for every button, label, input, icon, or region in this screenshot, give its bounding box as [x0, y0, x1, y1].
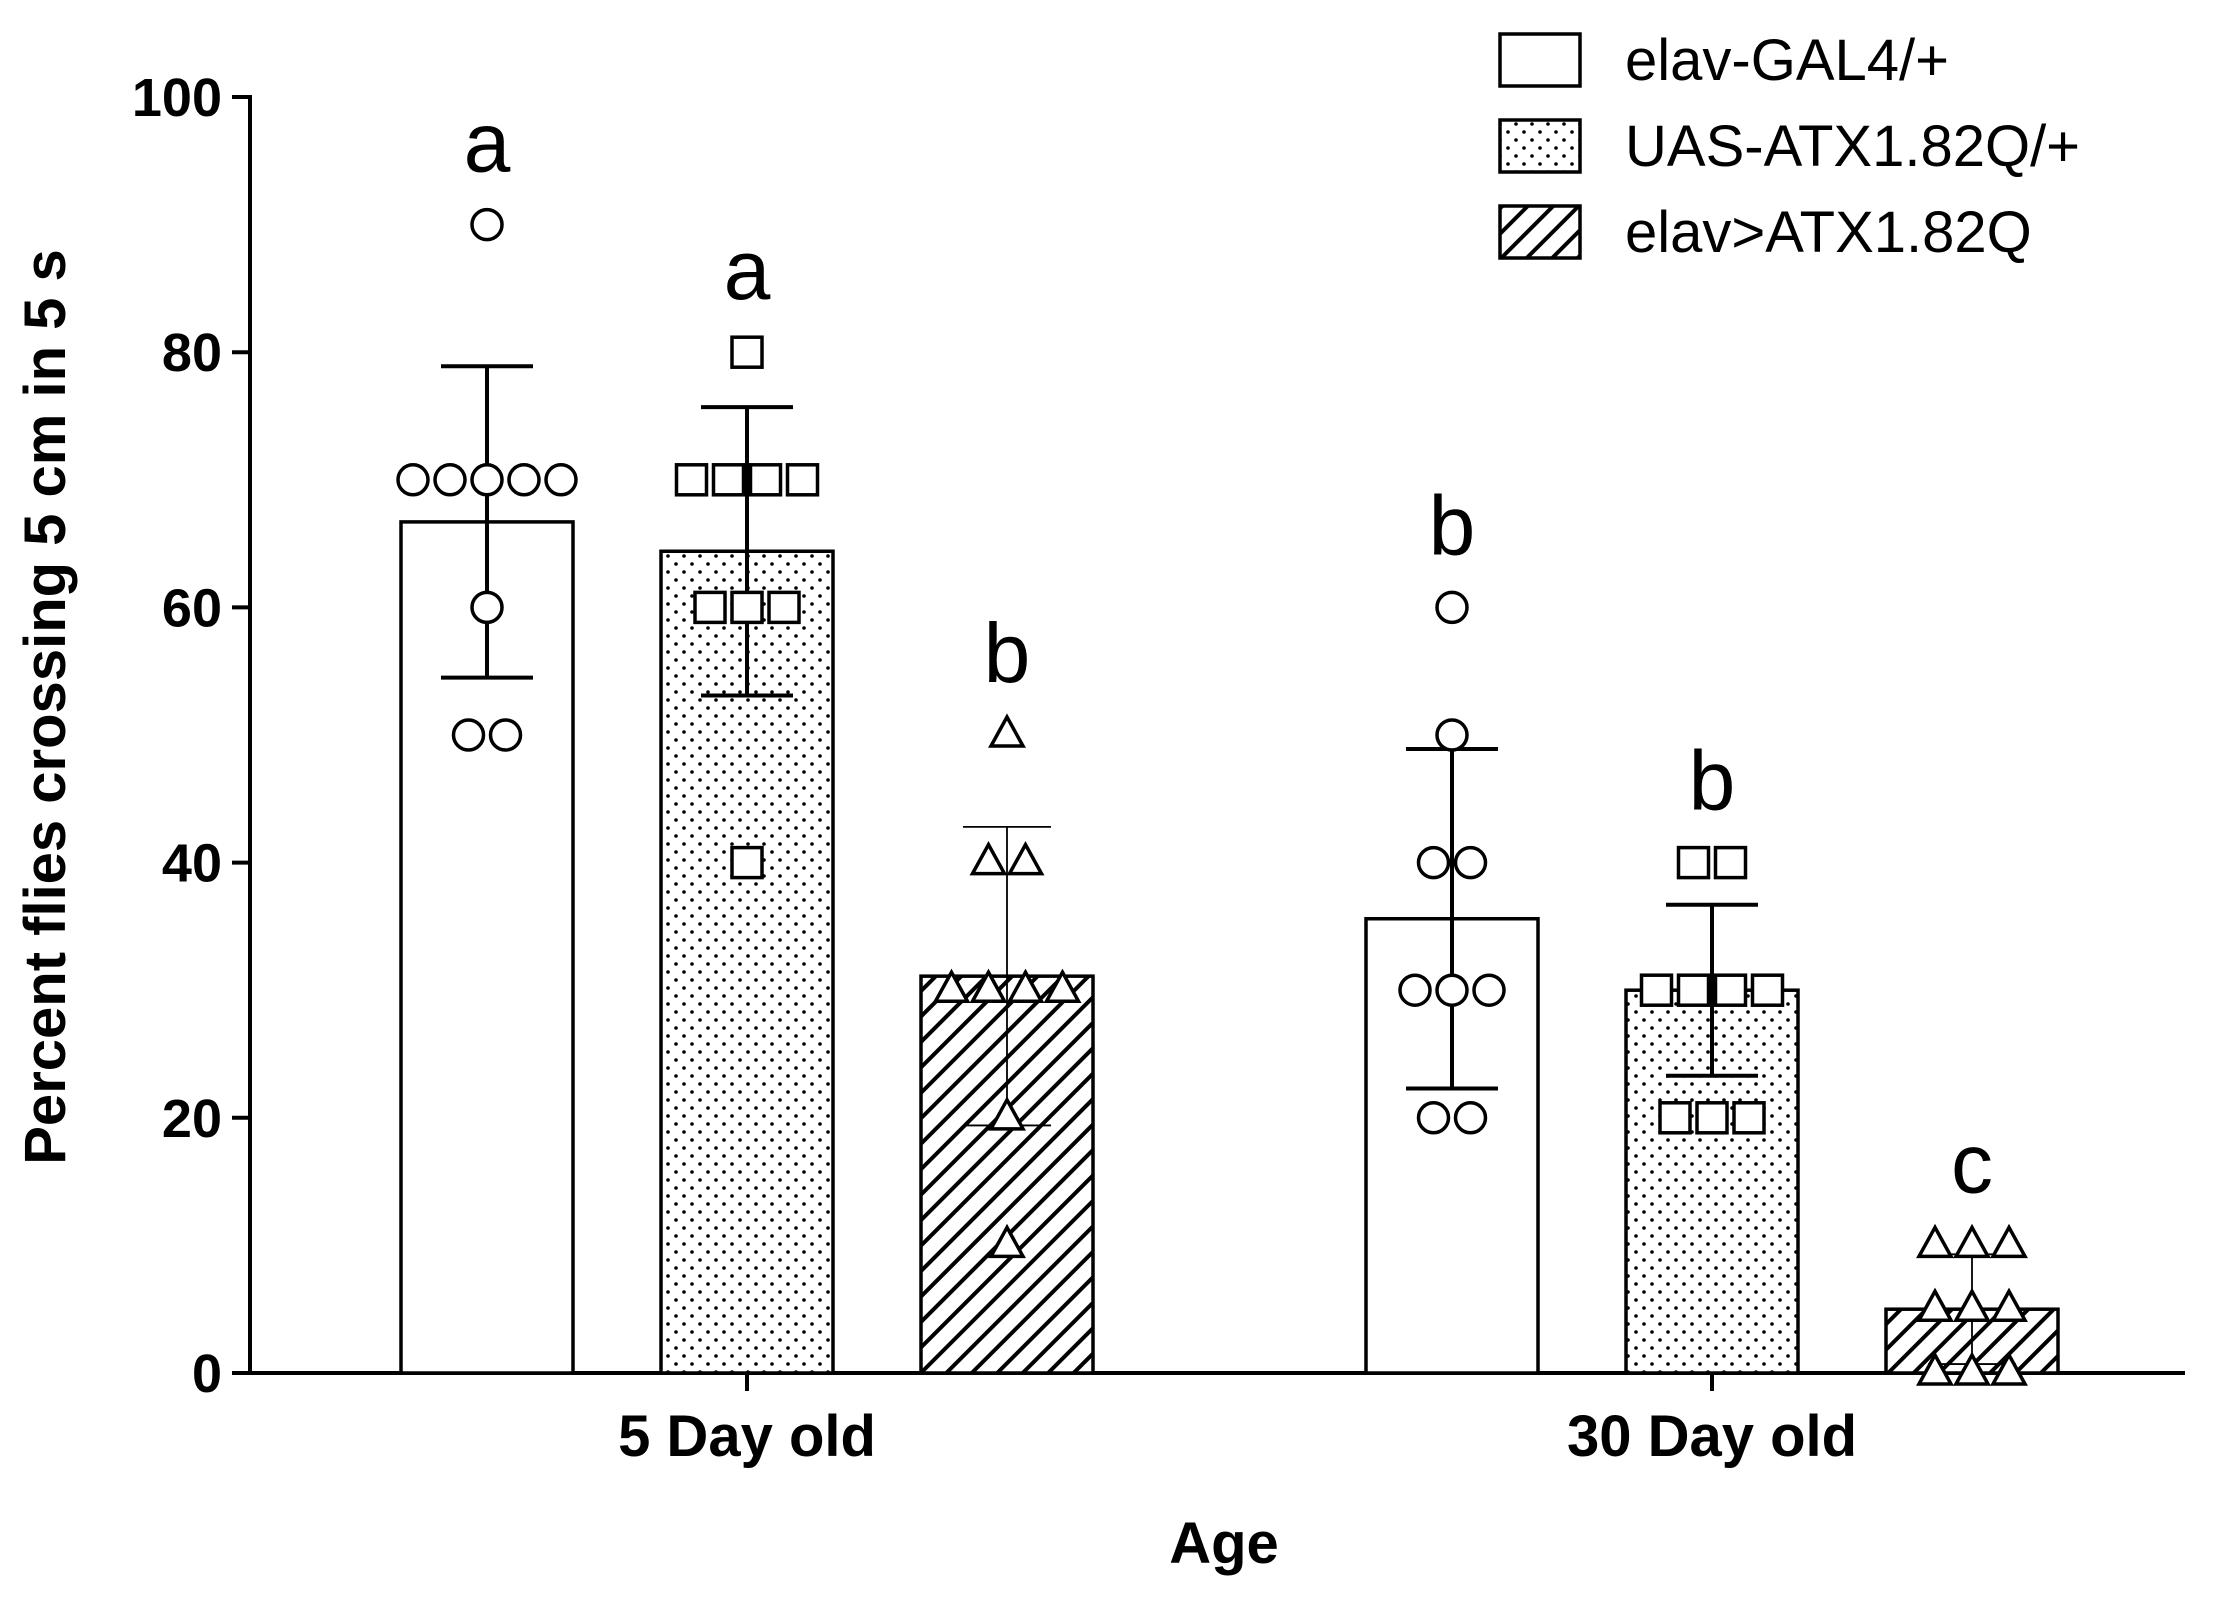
data-point-square: [1658, 1101, 1692, 1135]
data-point-triangle: [1953, 1287, 1991, 1322]
data-point-triangle: [988, 1223, 1026, 1259]
data-point-square: [767, 590, 801, 625]
legend: elav-GAL4/+ UAS-ATX1.82Q/+ elav>ATX1.82Q: [1498, 28, 2080, 265]
legend-label: elav-GAL4/+: [1625, 28, 1949, 93]
data-point-square: [1676, 845, 1711, 880]
data-point-circle: [1453, 845, 1488, 880]
data-point-square: [1639, 973, 1674, 1007]
bars: [399, 520, 2060, 1375]
significance-letter: a: [464, 96, 511, 190]
data-point-triangle: [932, 968, 971, 1003]
data-point-triangle: [1953, 1223, 1991, 1259]
data-point-triangle: [969, 840, 1008, 876]
legend-label: UAS-ATX1.82Q/+: [1625, 114, 2080, 179]
legend-swatch: [1498, 118, 1582, 174]
legend-label: elav>ATX1.82Q: [1625, 200, 2032, 265]
data-point-square: [1695, 1101, 1729, 1135]
significance-letter: b: [1429, 478, 1476, 572]
y-tick-label: 0: [192, 1344, 222, 1404]
significance-letters: a b a b b c: [464, 96, 1993, 1211]
data-point-square: [730, 335, 764, 369]
data-point-circle: [507, 463, 541, 497]
data-point-square: [730, 590, 764, 625]
y-tick-label: 60: [162, 578, 222, 638]
data-point-square: [748, 463, 783, 497]
data-point-circle: [470, 207, 504, 242]
y-axis-title: Percent flies crossing 5 cm in 5 s: [13, 249, 78, 1165]
data-point-circle: [451, 718, 486, 752]
data-point-triangle: [969, 968, 1008, 1003]
significance-letter: a: [724, 223, 771, 317]
significance-letter: c: [1951, 1116, 1993, 1210]
data-points: [396, 207, 2028, 1386]
data-point-circle: [396, 463, 430, 497]
data-point-circle: [1416, 845, 1451, 880]
data-point-triangle: [1990, 1223, 2028, 1259]
data-point-square: [1713, 973, 1748, 1007]
data-point-circle: [1435, 973, 1469, 1007]
data-point-square: [730, 845, 764, 880]
data-point-square: [711, 463, 746, 497]
data-point-square: [785, 463, 820, 497]
data-point-square: [1713, 845, 1748, 880]
legend-swatch: [1498, 32, 1582, 88]
data-point-circle: [1416, 1101, 1451, 1135]
data-point-triangle: [988, 713, 1026, 748]
y-tick-label: 100: [132, 68, 222, 128]
data-point-triangle: [988, 1096, 1026, 1131]
data-point-circle: [1435, 590, 1469, 625]
data-point-triangle: [1990, 1351, 2028, 1386]
significance-letter: b: [984, 606, 1031, 700]
x-axis-title: Age: [1169, 1511, 1279, 1576]
data-point-circle: [488, 718, 523, 752]
y-tick-label: 20: [162, 1089, 222, 1149]
data-point-triangle: [1916, 1287, 1954, 1322]
data-point-triangle: [1990, 1287, 2028, 1322]
data-point-circle: [1435, 718, 1469, 752]
y-tick-label: 80: [162, 323, 222, 383]
data-point-circle: [1398, 973, 1432, 1007]
data-point-circle: [544, 463, 578, 497]
data-point-square: [1750, 973, 1785, 1007]
data-point-circle: [470, 463, 504, 497]
data-point-triangle: [1916, 1223, 1954, 1259]
data-point-triangle: [1953, 1351, 1991, 1386]
data-point-square: [1676, 973, 1711, 1007]
data-point-circle: [433, 463, 467, 497]
legend-swatch: [1498, 204, 1582, 260]
data-point-square: [1732, 1101, 1766, 1135]
data-point-square: [674, 463, 709, 497]
data-point-triangle: [1006, 968, 1045, 1003]
data-point-triangle: [1916, 1351, 1954, 1386]
y-tick-label: 40: [162, 834, 222, 894]
significance-letter: b: [1689, 734, 1736, 828]
data-point-triangle: [1043, 968, 1082, 1003]
data-point-circle: [1472, 973, 1506, 1007]
data-point-square: [693, 590, 727, 625]
x-tick-label: 5 Day old: [618, 1404, 876, 1469]
axes: 0 20 40 60 80 100 5 Day old 30 Day old: [132, 68, 2185, 1469]
data-point-triangle: [1006, 840, 1045, 876]
data-point-circle: [470, 590, 504, 625]
data-point-circle: [1453, 1101, 1488, 1135]
x-tick-label: 30 Day old: [1567, 1404, 1857, 1469]
